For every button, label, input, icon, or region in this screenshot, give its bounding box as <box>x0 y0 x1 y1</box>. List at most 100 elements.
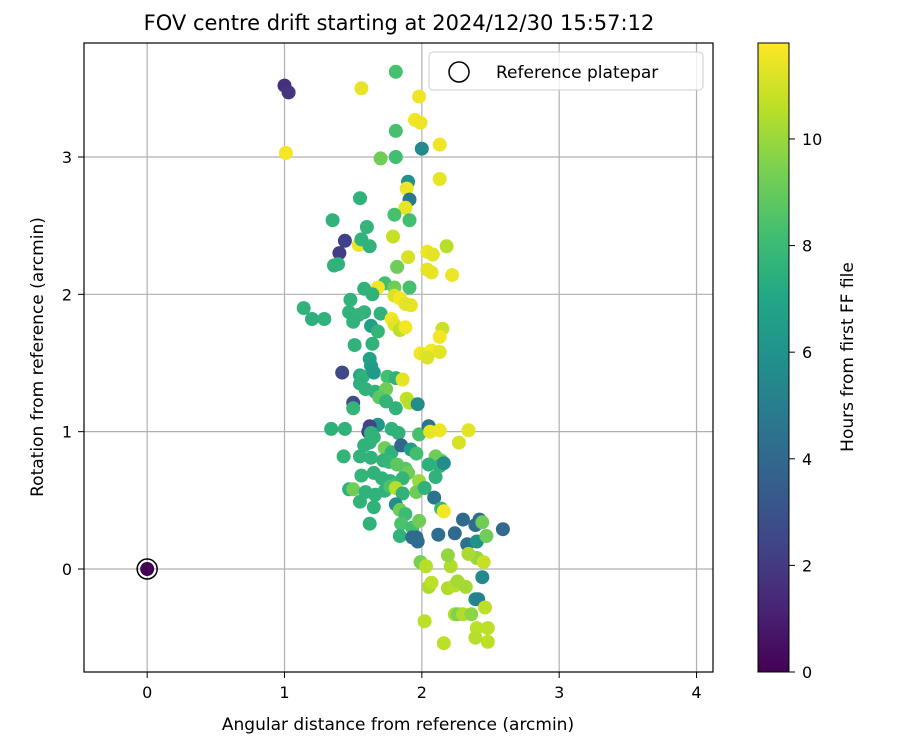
data-point <box>421 457 436 472</box>
legend: Reference platepar <box>428 51 704 91</box>
data-point <box>362 435 377 450</box>
data-point <box>346 401 361 416</box>
data-point <box>440 548 455 563</box>
chart-title: FOV centre drift starting at 2024/12/30 … <box>144 11 655 35</box>
data-point <box>388 401 403 416</box>
data-point <box>432 137 447 152</box>
data-point <box>431 527 446 542</box>
x-tick-label: 4 <box>691 683 701 702</box>
data-point <box>420 350 435 365</box>
data-point <box>398 200 413 215</box>
x-tick-label: 3 <box>554 683 564 702</box>
data-point <box>392 529 407 543</box>
data-point <box>410 397 425 412</box>
data-point <box>480 634 495 649</box>
data-point <box>346 482 361 497</box>
data-point <box>388 150 403 164</box>
y-tick-label: 1 <box>62 423 72 442</box>
data-point <box>412 89 427 104</box>
data-point <box>353 191 367 206</box>
colorbar-ticks: 0 2 4 6 8 10 <box>789 130 822 682</box>
data-point <box>362 239 377 254</box>
data-point <box>337 421 352 436</box>
data-point <box>409 446 424 461</box>
data-point <box>335 365 350 380</box>
data-point <box>401 250 416 265</box>
data-point <box>478 600 492 615</box>
x-tick-label: 1 <box>279 683 289 702</box>
data-point <box>436 636 451 651</box>
colorbar-tick-label: 2 <box>802 556 812 575</box>
y-tick-label: 0 <box>62 560 72 579</box>
data-point <box>390 259 405 274</box>
data-point <box>337 233 352 248</box>
data-point <box>468 630 483 645</box>
x-axis-label: Angular distance from reference (arcmin) <box>222 715 574 735</box>
data-point <box>476 555 491 570</box>
data-point <box>365 287 380 302</box>
data-point <box>417 614 432 629</box>
data-point <box>436 504 451 519</box>
legend-label: Reference platepar <box>496 63 658 83</box>
data-point <box>410 534 425 549</box>
data-point <box>386 229 400 244</box>
data-point <box>447 526 462 541</box>
data-point <box>417 481 432 495</box>
data-point <box>394 516 409 531</box>
data-point <box>443 559 458 574</box>
y-tick-label: 3 <box>62 148 72 167</box>
data-point <box>353 449 367 464</box>
y-tick-label: 2 <box>62 285 72 304</box>
data-point <box>424 575 439 590</box>
data-point <box>412 513 427 528</box>
data-point <box>305 312 319 326</box>
x-tick-label: 0 <box>142 683 152 702</box>
colorbar <box>757 42 790 673</box>
data-point <box>336 449 351 464</box>
data-point <box>395 372 410 387</box>
data-point <box>373 151 388 166</box>
colorbar-tick-label: 10 <box>802 130 822 149</box>
data-point <box>364 450 378 465</box>
data-point <box>366 500 381 515</box>
y-axis-label: Rotation from reference (arcmin) <box>28 217 48 497</box>
data-point <box>456 512 470 527</box>
data-point <box>281 85 296 100</box>
data-point <box>475 515 490 530</box>
data-point <box>432 172 447 186</box>
colorbar-tick-label: 4 <box>802 450 812 469</box>
data-point <box>413 115 428 130</box>
colorbar-tick-label: 8 <box>802 237 812 256</box>
data-point <box>432 423 447 438</box>
x-axis-ticks: 0 1 2 3 4 <box>142 672 702 702</box>
data-point <box>402 213 417 228</box>
data-point <box>424 265 439 280</box>
data-point <box>436 456 451 471</box>
colorbar-tick-label: 6 <box>802 343 812 362</box>
data-point <box>398 320 413 335</box>
data-point <box>362 516 377 531</box>
data-point <box>331 257 346 272</box>
data-point <box>414 141 429 156</box>
data-point <box>427 490 442 505</box>
data-point <box>391 426 406 440</box>
data-point <box>428 470 443 484</box>
legend-marker-icon <box>448 61 470 83</box>
data-point <box>354 81 369 96</box>
data-point <box>359 220 374 234</box>
data-point <box>480 621 495 636</box>
reference-point <box>140 561 155 576</box>
data-point <box>432 329 447 344</box>
data-point <box>475 570 490 585</box>
data-point <box>399 181 414 196</box>
data-point <box>439 239 454 254</box>
data-point <box>387 207 402 222</box>
y-axis-ticks: 0 1 2 3 <box>62 148 84 579</box>
data-point <box>379 394 394 409</box>
data-point <box>354 468 369 483</box>
data-points <box>140 64 510 651</box>
plot-frame <box>83 42 714 673</box>
data-point <box>373 306 388 321</box>
data-point <box>395 486 410 501</box>
